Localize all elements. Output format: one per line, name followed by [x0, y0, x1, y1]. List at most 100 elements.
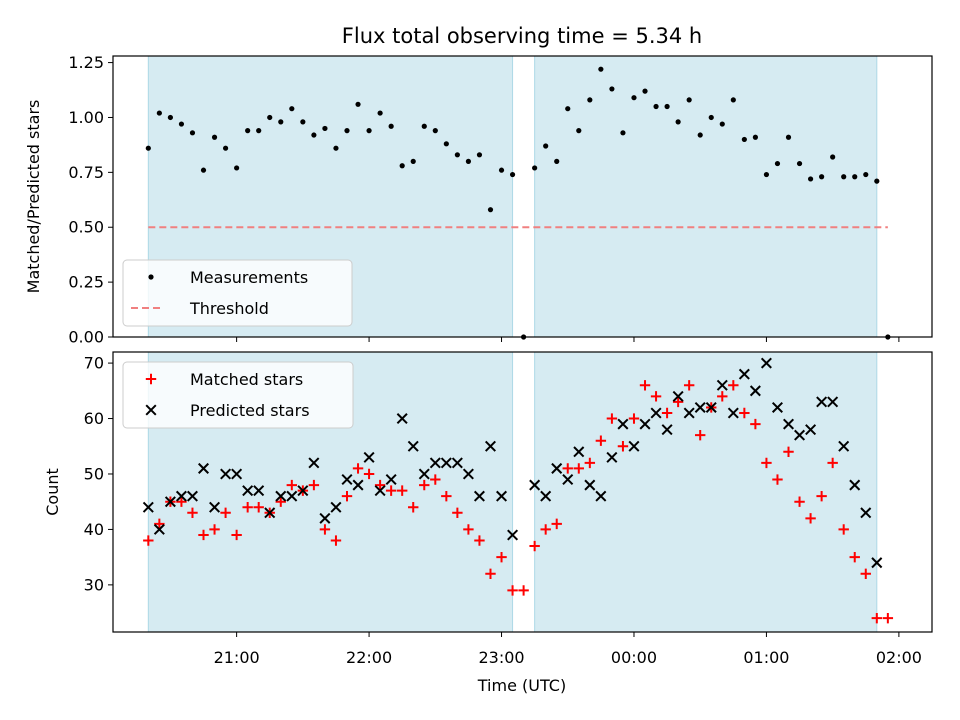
data-point [377, 110, 383, 116]
data-point [717, 391, 728, 402]
data-point [540, 490, 552, 502]
data-point [860, 507, 872, 519]
data-point [352, 479, 364, 491]
y-tick-label: 0.00 [68, 328, 104, 347]
data-point [143, 535, 154, 546]
data-point [187, 507, 198, 518]
data-point [595, 490, 607, 502]
data-point [761, 457, 772, 469]
data-point [289, 106, 295, 112]
data-point [838, 524, 849, 535]
data-point [253, 502, 264, 513]
data-point [796, 160, 803, 167]
data-point [683, 407, 695, 419]
legend-box [122, 259, 353, 327]
data-point [408, 502, 419, 513]
observing-span-1 [534, 55, 878, 338]
x-tick-label: 00:00 [611, 648, 657, 667]
data-point [661, 424, 673, 436]
data-point [730, 97, 736, 103]
data-point [319, 512, 331, 524]
data-point [739, 407, 750, 419]
data-point [245, 128, 251, 134]
y-tick-label: 40 [84, 520, 104, 539]
data-point [344, 128, 350, 134]
data-point [772, 474, 783, 485]
data-point [661, 407, 673, 419]
y-tick-label: 50 [84, 464, 104, 483]
data-point [606, 451, 618, 463]
data-point [234, 165, 240, 171]
data-point [628, 440, 640, 452]
data-point [631, 95, 637, 101]
data-point [363, 451, 375, 463]
data-point [474, 535, 485, 546]
observing-span-1 [534, 351, 878, 633]
data-point [576, 128, 582, 134]
data-point [642, 88, 648, 94]
data-point [573, 463, 584, 474]
data-point [396, 413, 408, 425]
data-point [805, 424, 817, 436]
data-point [308, 479, 320, 491]
data-point [598, 66, 604, 72]
shared-x-axis: 21:00 22:00 23:00 00:00 01:00 02:00 [214, 648, 922, 667]
y-tick-label: 60 [84, 409, 104, 428]
data-point [311, 132, 317, 138]
data-point [300, 119, 306, 125]
data-point [783, 418, 795, 430]
series-1-1 [142, 357, 883, 569]
data-point [178, 121, 185, 127]
data-point [267, 114, 273, 121]
data-point [374, 479, 386, 491]
data-point [319, 524, 331, 535]
data-point [639, 380, 651, 391]
data-point [156, 110, 162, 116]
data-point [153, 523, 165, 535]
data-point [485, 568, 496, 579]
data-point [209, 524, 220, 535]
data-point [617, 441, 629, 452]
data-point [819, 174, 825, 180]
data-point [286, 490, 298, 502]
data-point [154, 518, 165, 530]
data-point [145, 145, 151, 151]
data-point [672, 390, 684, 402]
data-point [609, 86, 615, 92]
data-point [498, 167, 505, 173]
legend-marker [148, 274, 154, 280]
data-point [496, 490, 508, 502]
legend-marker [145, 373, 157, 385]
data-point [532, 165, 538, 171]
data-point [719, 121, 725, 127]
data-point [388, 123, 394, 129]
data-point [774, 160, 781, 167]
data-point [849, 479, 861, 491]
data-point [816, 490, 827, 502]
data-point [727, 407, 739, 419]
data-point [275, 496, 286, 507]
data-point [749, 385, 761, 397]
data-point [871, 557, 883, 569]
data-point [874, 178, 880, 184]
x-tick-label: 21:00 [214, 648, 260, 667]
data-point [189, 130, 196, 136]
y-axis-label-1: Count [43, 468, 62, 516]
data-point [584, 457, 596, 469]
data-point [441, 490, 452, 502]
data-point [231, 468, 243, 480]
data-point [463, 524, 474, 535]
series-0-0 [145, 66, 891, 340]
data-point [882, 612, 894, 624]
data-point [738, 368, 750, 380]
data-point [750, 418, 761, 430]
data-point [385, 474, 397, 486]
data-point [419, 479, 430, 491]
data-point [565, 106, 571, 112]
data-point [418, 468, 430, 480]
data-point [518, 585, 529, 596]
data-point [308, 457, 320, 469]
data-point [333, 145, 339, 151]
x-tick-label: 23:00 [478, 648, 524, 667]
